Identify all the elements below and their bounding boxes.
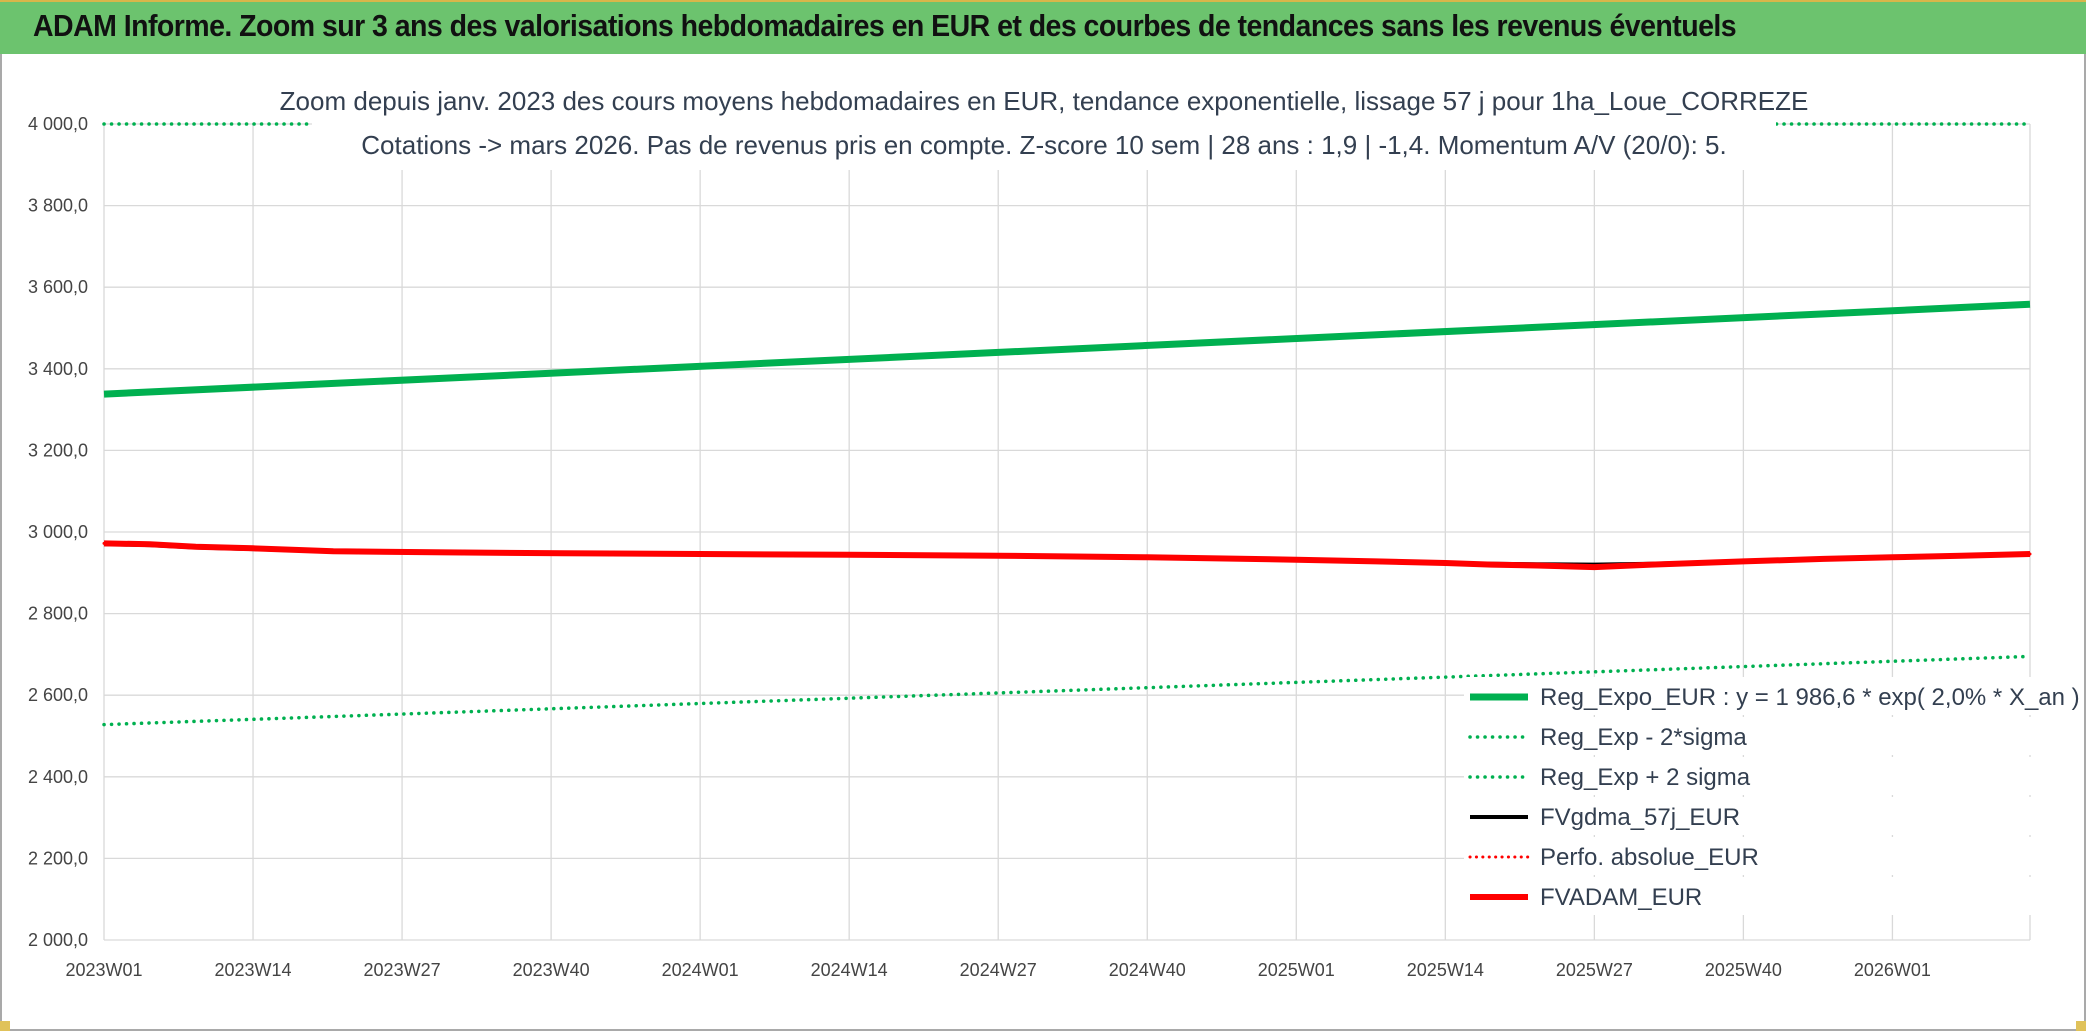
legend-label: Reg_Exp + 2 sigma [1540, 764, 1751, 791]
x-tick-label: 2025W27 [1556, 960, 1633, 980]
y-tick-label: 3 200,0 [28, 440, 88, 460]
chart-title-line-2: Cotations -> mars 2026. Pas de revenus p… [361, 130, 1726, 160]
legend-entry-background [1464, 877, 2034, 915]
legend-label: FVgdma_57j_EUR [1540, 804, 1740, 831]
x-tick-label: 2024W27 [960, 960, 1037, 980]
y-tick-label: 2 000,0 [28, 930, 88, 950]
legend-label: Reg_Expo_EUR : y = 1 986,6 * exp( 2,0% *… [1540, 684, 2080, 711]
x-tick-label: 2024W01 [662, 960, 739, 980]
x-tick-label: 2024W40 [1109, 960, 1186, 980]
x-tick-label: 2026W01 [1854, 960, 1931, 980]
y-tick-label: 3 000,0 [28, 522, 88, 542]
corner-marker [2076, 1021, 2086, 1031]
legend-label: FVADAM_EUR [1540, 884, 1702, 911]
y-tick-label: 2 600,0 [28, 685, 88, 705]
x-tick-label: 2023W14 [215, 960, 292, 980]
y-tick-label: 3 800,0 [28, 196, 88, 216]
x-tick-label: 2023W27 [364, 960, 441, 980]
legend-label: Reg_Exp - 2*sigma [1540, 724, 1747, 751]
x-tick-label: 2023W01 [65, 960, 142, 980]
series-line [103, 300, 2031, 398]
report-title: ADAM Informe. Zoom sur 3 ans des valoris… [33, 8, 1737, 43]
series-line [103, 540, 2031, 571]
legend-label: Perfo. absolue_EUR [1540, 844, 1759, 871]
legend-entry-background [1464, 717, 2034, 755]
legend-entry-background [1464, 797, 2034, 835]
legend-entry-background [1464, 757, 2034, 795]
x-tick-label: 2025W01 [1258, 960, 1335, 980]
chart-legend: Reg_Expo_EUR : y = 1 986,6 * exp( 2,0% *… [1464, 677, 2080, 915]
y-tick-label: 2 200,0 [28, 848, 88, 868]
x-tick-label: 2023W40 [513, 960, 590, 980]
y-tick-label: 4 000,0 [28, 114, 88, 134]
report-banner: ADAM Informe. Zoom sur 3 ans des valoris… [0, 0, 2086, 54]
corner-marker [0, 1021, 10, 1031]
x-tick-label: 2025W14 [1407, 960, 1484, 980]
legend-entry-background [1464, 677, 2034, 715]
chart-title: Zoom depuis janv. 2023 des cours moyens … [280, 76, 1809, 170]
x-tick-label: 2025W40 [1705, 960, 1782, 980]
chart-title-background [312, 76, 1776, 170]
y-tick-label: 2 400,0 [28, 767, 88, 787]
y-tick-label: 2 800,0 [28, 604, 88, 624]
chart-title-line-1: Zoom depuis janv. 2023 des cours moyens … [280, 86, 1809, 116]
series-layer [102, 122, 2032, 727]
axis-labels: 4 000,0 3 800,0 3 600,0 3 400,0 3 200,0 3 000… [28, 114, 1931, 980]
series-line [102, 654, 2032, 727]
x-tick-label: 2024W14 [811, 960, 888, 980]
legend-entry-background [1464, 837, 2034, 875]
y-tick-label: 3 600,0 [28, 277, 88, 297]
y-tick-label: 3 400,0 [28, 359, 88, 379]
